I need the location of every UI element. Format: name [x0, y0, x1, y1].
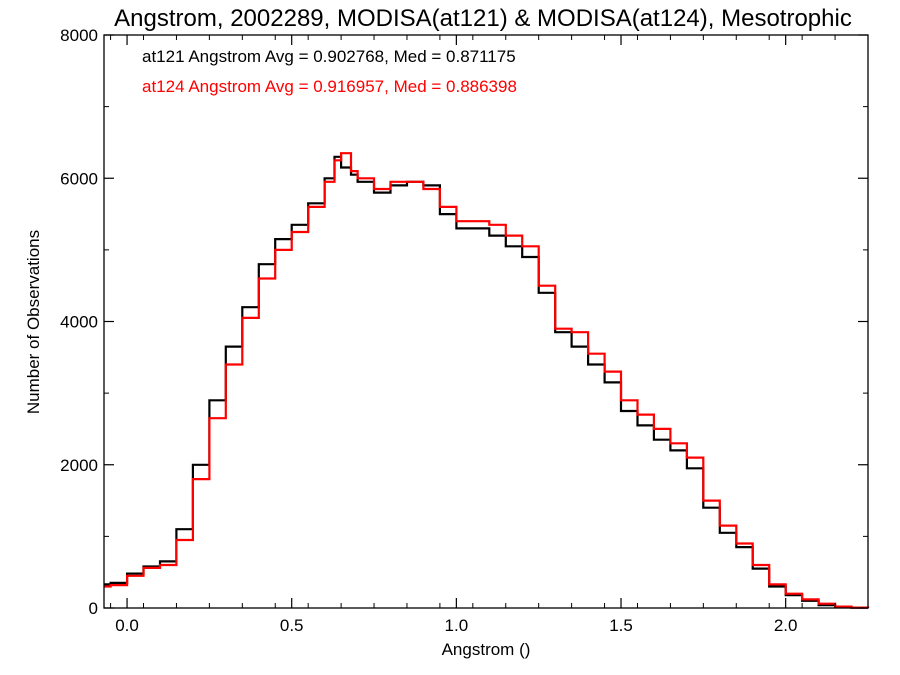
- y-tick-label: 6000: [60, 169, 98, 188]
- y-tick-label: 0: [89, 599, 98, 618]
- y-tick-label: 2000: [60, 456, 98, 475]
- x-tick-label: 0.0: [115, 616, 139, 635]
- y-tick-label: 4000: [60, 313, 98, 332]
- x-tick-label: 0.5: [280, 616, 304, 635]
- y-axis-label: Number of Observations: [24, 230, 43, 414]
- x-tick-label: 1.5: [609, 616, 633, 635]
- x-tick-label: 2.0: [774, 616, 798, 635]
- series-line-at121: [104, 155, 870, 609]
- plot-frame: [103, 34, 869, 609]
- x-axis-label: Angstrom (): [442, 640, 531, 659]
- chart-title: Angstrom, 2002289, MODISA(at121) & MODIS…: [114, 5, 852, 32]
- tick-layer: 0.0 0.5 1.0 1.5 2.0 0 2000 4000 6000 8000: [60, 26, 869, 635]
- legend-entry-at121: at121 Angstrom Avg = 0.902768, Med = 0.8…: [142, 47, 516, 66]
- x-tick-label: 1.0: [445, 616, 469, 635]
- y-tick-label: 8000: [60, 26, 98, 45]
- series-layer: [104, 152, 870, 609]
- legend-entry-at124: at124 Angstrom Avg = 0.916957, Med = 0.8…: [142, 77, 517, 96]
- series-line-at124: [104, 152, 870, 609]
